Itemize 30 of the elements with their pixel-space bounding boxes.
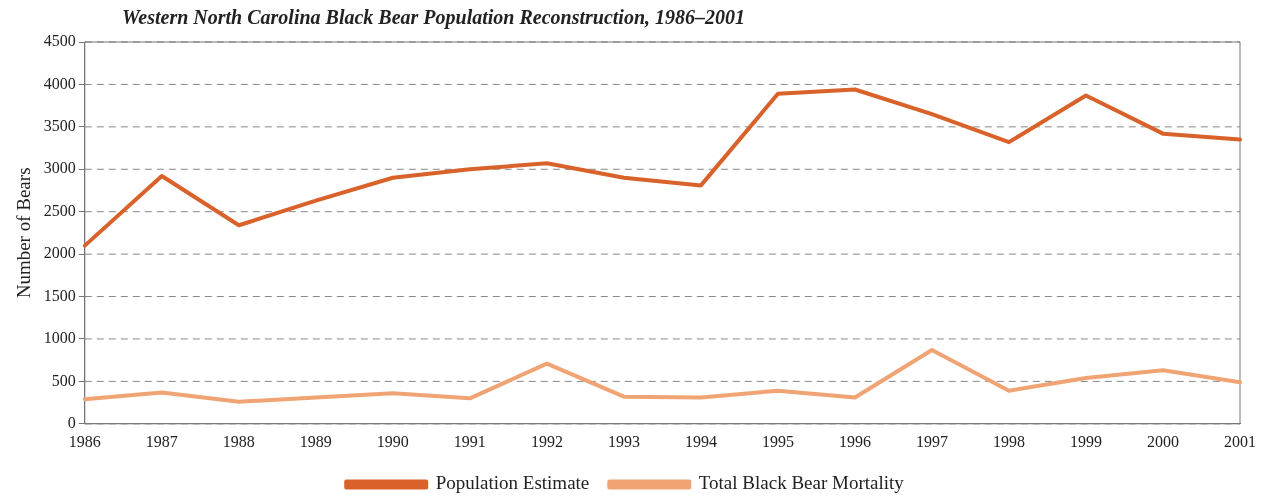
y-tick-label: 4500 bbox=[43, 32, 76, 50]
y-tick-label: 1000 bbox=[43, 329, 76, 347]
x-tick-label: 1993 bbox=[607, 432, 640, 450]
chart-title: Western North Carolina Black Bear Population Reconstruction, 1986–2001 bbox=[122, 6, 746, 29]
y-tick-label: 2000 bbox=[43, 244, 76, 262]
x-tick-label: 1995 bbox=[761, 432, 794, 450]
x-tick-label: 1987 bbox=[145, 432, 178, 450]
y-tick-label: 2500 bbox=[43, 201, 76, 219]
y-axis-title: Number of Bears bbox=[13, 167, 35, 299]
x-tick-label: 1989 bbox=[299, 432, 332, 450]
legend-label: Population Estimate bbox=[435, 472, 590, 494]
y-tick-label: 0 bbox=[67, 414, 76, 431]
x-tick-label: 1996 bbox=[838, 432, 871, 450]
x-tick-label: 1994 bbox=[684, 432, 717, 450]
x-tick-label: 1999 bbox=[1069, 432, 1102, 450]
x-tick-label: 2001 bbox=[1224, 432, 1256, 450]
x-tick-label: 1991 bbox=[453, 432, 486, 450]
x-tick-label: 1998 bbox=[992, 432, 1025, 450]
y-tick-label: 500 bbox=[51, 371, 76, 389]
x-tick-label: 1988 bbox=[222, 432, 255, 450]
x-tick-label: 1990 bbox=[376, 432, 409, 450]
x-tick-label: 1992 bbox=[530, 432, 563, 450]
x-tick-label: 1997 bbox=[915, 432, 948, 450]
y-tick-label: 3000 bbox=[43, 159, 76, 177]
y-tick-label: 1500 bbox=[43, 286, 76, 304]
x-tick-label: 1986 bbox=[68, 432, 101, 450]
y-tick-label: 4000 bbox=[43, 74, 76, 92]
legend-label: Total Black Bear Mortality bbox=[698, 472, 905, 494]
x-tick-label: 2000 bbox=[1146, 432, 1179, 450]
y-tick-label: 3500 bbox=[43, 117, 76, 135]
